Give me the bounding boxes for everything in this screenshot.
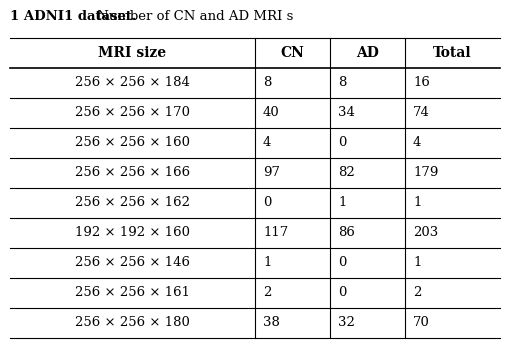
Text: 32: 32 — [338, 316, 355, 330]
Text: 256 × 256 × 170: 256 × 256 × 170 — [75, 106, 190, 120]
Text: 8: 8 — [263, 77, 271, 89]
Text: 40: 40 — [263, 106, 280, 120]
Text: 38: 38 — [263, 316, 280, 330]
Text: 0: 0 — [263, 197, 271, 209]
Text: 97: 97 — [263, 167, 280, 179]
Text: Number of CN and AD MRI s: Number of CN and AD MRI s — [93, 10, 294, 23]
Text: 256 × 256 × 161: 256 × 256 × 161 — [75, 287, 190, 299]
Text: 117: 117 — [263, 226, 288, 240]
Text: Total: Total — [433, 46, 472, 60]
Text: 70: 70 — [413, 316, 430, 330]
Text: 1 ADNI1 dataset.: 1 ADNI1 dataset. — [10, 10, 137, 23]
Text: 4: 4 — [413, 136, 421, 150]
Text: 2: 2 — [263, 287, 271, 299]
Text: 179: 179 — [413, 167, 438, 179]
Text: 86: 86 — [338, 226, 355, 240]
Text: 0: 0 — [338, 257, 346, 269]
Text: 256 × 256 × 184: 256 × 256 × 184 — [75, 77, 190, 89]
Text: 8: 8 — [338, 77, 346, 89]
Text: MRI size: MRI size — [99, 46, 167, 60]
Text: 192 × 192 × 160: 192 × 192 × 160 — [75, 226, 190, 240]
Text: 256 × 256 × 180: 256 × 256 × 180 — [75, 316, 190, 330]
Text: 4: 4 — [263, 136, 271, 150]
Text: 34: 34 — [338, 106, 355, 120]
Text: 203: 203 — [413, 226, 438, 240]
Text: 2: 2 — [413, 287, 421, 299]
Text: AD: AD — [356, 46, 379, 60]
Text: 0: 0 — [338, 287, 346, 299]
Text: 256 × 256 × 162: 256 × 256 × 162 — [75, 197, 190, 209]
Text: 1: 1 — [263, 257, 271, 269]
Text: 256 × 256 × 160: 256 × 256 × 160 — [75, 136, 190, 150]
Text: 74: 74 — [413, 106, 430, 120]
Text: CN: CN — [280, 46, 304, 60]
Text: 256 × 256 × 166: 256 × 256 × 166 — [75, 167, 190, 179]
Text: 1: 1 — [413, 257, 421, 269]
Text: 1: 1 — [413, 197, 421, 209]
Text: 82: 82 — [338, 167, 355, 179]
Text: 256 × 256 × 146: 256 × 256 × 146 — [75, 257, 190, 269]
Text: 1: 1 — [338, 197, 346, 209]
Text: 0: 0 — [338, 136, 346, 150]
Text: 16: 16 — [413, 77, 430, 89]
